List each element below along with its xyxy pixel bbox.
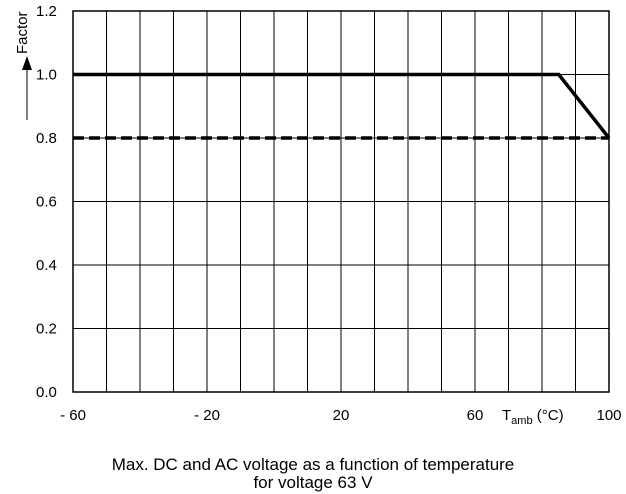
y-tick-label: 1.0 xyxy=(36,67,57,84)
y-tick-label: 0.0 xyxy=(36,384,57,401)
y-tick-labels: 0.0 0.2 0.4 0.6 0.8 1.0 1.2 xyxy=(36,3,57,401)
y-axis-arrow-head xyxy=(22,56,32,70)
x-axis-label: Tamb (°C) xyxy=(502,407,564,427)
x-axis-label-sub: amb xyxy=(511,415,532,427)
x-axis-label-unit: (°C) xyxy=(533,407,564,424)
grid xyxy=(73,11,609,392)
y-tick-label: 0.8 xyxy=(36,130,57,147)
y-axis-label-group: Factor xyxy=(14,11,32,120)
plot-frame xyxy=(72,10,610,393)
x-tick-label: 100 xyxy=(596,407,621,424)
series-line-solid xyxy=(73,72,611,140)
x-tick-label: - 60 xyxy=(60,407,86,424)
x-tick-label: 60 xyxy=(467,407,484,424)
y-tick-label: 0.2 xyxy=(36,321,57,338)
y-tick-label: 1.2 xyxy=(36,3,57,20)
y-axis-label: Factor xyxy=(14,11,31,54)
x-tick-label: 20 xyxy=(333,407,350,424)
chart-caption-line-2: for voltage 63 V xyxy=(253,473,373,492)
y-tick-label: 0.6 xyxy=(36,194,57,211)
chart: 0.0 0.2 0.4 0.6 0.8 1.0 1.2 - 60 - 20 20 60 100 Fa… xyxy=(14,3,622,427)
x-axis-label-base: T xyxy=(502,407,511,424)
y-tick-label: 0.4 xyxy=(36,257,57,274)
chart-caption-line-1: Max. DC and AC voltage as a function of … xyxy=(111,455,515,474)
x-tick-label: - 20 xyxy=(194,407,220,424)
x-tick-labels: - 60 - 20 20 60 100 xyxy=(60,407,621,424)
series-group xyxy=(73,72,611,140)
